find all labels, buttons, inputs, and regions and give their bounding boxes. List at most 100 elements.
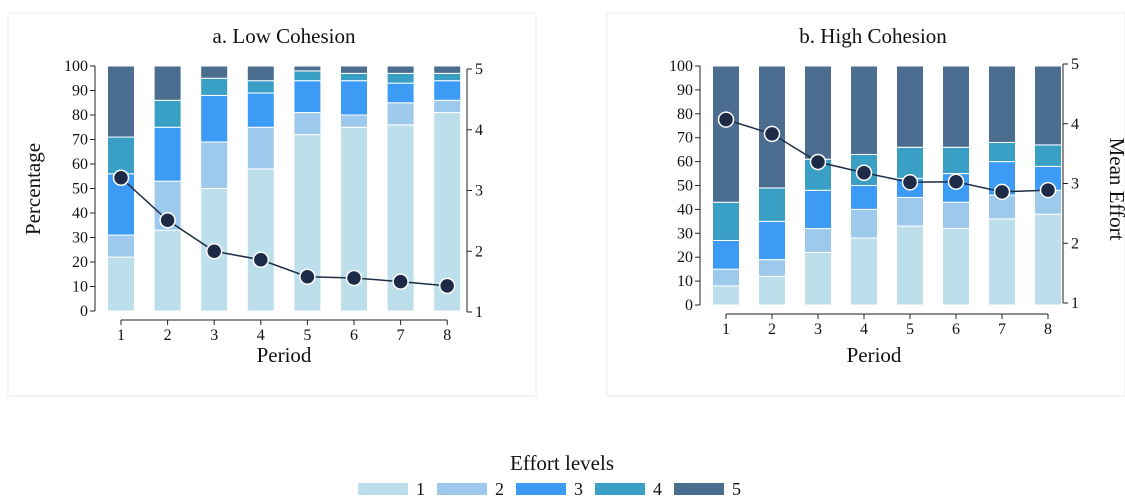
panel-a-xlabel: Period xyxy=(257,343,312,367)
panel-a-bar-p3-level4 xyxy=(200,77,229,96)
panel-a-bar-p8-level2 xyxy=(433,99,462,114)
panel-a-y-tick-label: 30 xyxy=(72,230,88,247)
panel-a-bar-p4-level2 xyxy=(246,126,275,170)
panel-a-x-tick-label: 2 xyxy=(164,327,172,344)
panel-a-bar-p8-level5 xyxy=(433,65,462,74)
panel-b-bar-p8-level5 xyxy=(1034,65,1062,146)
panel-a-bar-p1-level1 xyxy=(107,256,135,312)
panel-b-x-tick-label: 8 xyxy=(1044,321,1052,338)
panel-a-bar-p7-level3 xyxy=(386,82,415,104)
panel-a-y2-tick-label: 5 xyxy=(475,61,483,78)
panel-b-y2label: Mean Effort xyxy=(1105,138,1125,241)
panel-b-xlabel: Period xyxy=(847,343,902,367)
panel-a-bar-p8-level4 xyxy=(433,72,462,82)
panel-a-bar-p2-level5 xyxy=(153,65,182,101)
panel-b-bar-p2-level1 xyxy=(758,275,786,306)
panel-b-x-tick-label: 1 xyxy=(722,321,730,338)
panel-a-x-tick-label: 5 xyxy=(303,327,311,344)
legend-label-level5: 5 xyxy=(732,479,741,497)
panel-a-bar-p2-level4 xyxy=(153,99,182,128)
panel-b-bar-p3-level5 xyxy=(804,65,832,160)
panel-b-bar-p1-level2 xyxy=(712,268,740,287)
panel-a-y-tick-label: 60 xyxy=(72,156,88,173)
panel-b-bar-p5-level5 xyxy=(896,65,924,148)
panel-a-y2-tick-label: 2 xyxy=(475,243,483,260)
panel-b-x-tick-label: 6 xyxy=(952,321,960,338)
panel-b-y2-tick-label: 2 xyxy=(1071,235,1079,252)
panel-a-bar-p4-level3 xyxy=(246,92,275,128)
legend-label-level3: 3 xyxy=(574,479,583,497)
panel-a-x-tick-label: 7 xyxy=(397,327,405,344)
panel-a-y-tick-label: 20 xyxy=(72,254,88,271)
panel-a-x-tick-label: 4 xyxy=(257,327,265,344)
panel-a-y-tick-label: 90 xyxy=(72,83,88,100)
panel-a-y2-tick-label: 1 xyxy=(475,304,483,321)
panel-b-bar-p3-level2 xyxy=(804,228,832,253)
panel-a-y-tick-label: 50 xyxy=(72,181,88,198)
panel-b-y-tick-label: 70 xyxy=(677,130,693,147)
panel-b-y2-tick-label: 4 xyxy=(1071,116,1079,133)
panel-a-x-tick-label: 8 xyxy=(443,327,451,344)
panel-b-bar-p5-level4 xyxy=(896,146,924,179)
panel-b-y-tick-label: 30 xyxy=(677,225,693,242)
legend-swatch-level3 xyxy=(516,483,566,495)
panel-b-bar-p7-level4 xyxy=(988,141,1016,163)
panel-b-bar-p6-level1 xyxy=(942,228,970,306)
legend-swatch-level1 xyxy=(358,483,408,495)
panel-a-bar-p6-level2 xyxy=(340,114,368,128)
panel-b-mean-effort-point-2 xyxy=(763,125,781,143)
legend-swatch-level2 xyxy=(437,483,487,495)
panel-a-bar-p1-level2 xyxy=(107,234,135,258)
panel-a-bar-p1-level5 xyxy=(107,65,135,138)
panel-a-y2-tick-label: 4 xyxy=(475,122,483,139)
panel-b-y-tick-label: 40 xyxy=(677,201,693,218)
panel-b-bar-p7-level5 xyxy=(988,65,1016,143)
panel-b-bar-p5-level2 xyxy=(896,196,924,227)
panel-a-bar-p5-level5 xyxy=(293,65,322,72)
panel-b-mean-effort-point-3 xyxy=(809,153,827,171)
panel-b-bar-p6-level2 xyxy=(942,201,970,230)
panel-b-bar-p7-level1 xyxy=(988,218,1016,306)
panel-a-bar-p1-level4 xyxy=(107,136,135,175)
panel-b-plot: 0 10 20 30 40 50 60 70 80 90 100 1 2 3 4 5 1 2 3 4 5 6 7 8 xyxy=(669,56,1079,338)
legend: 1 2 3 4 5 xyxy=(358,479,741,497)
panel-b-bar-p5-level1 xyxy=(896,225,924,306)
panel-b-bar-p6-level4 xyxy=(942,146,970,175)
panel-b-bar-p1-level4 xyxy=(712,201,740,241)
panel-a-y-tick-label: 70 xyxy=(72,132,88,149)
panel-b-y-tick-label: 10 xyxy=(677,273,693,290)
panel-a-bar-p3-level2 xyxy=(200,141,229,189)
panel-b-x-tick-label: 4 xyxy=(860,321,868,338)
panel-b-x-tick-label: 3 xyxy=(814,321,822,338)
panel-b-bar-p2-level3 xyxy=(758,220,786,261)
panel-a-plot: 0 10 20 30 40 50 60 70 80 90 100 1 2 3 4 5 1 2 3 4 5 6 7 8 xyxy=(64,58,483,344)
panel-b-y2-tick-label: 3 xyxy=(1071,176,1079,193)
panel-b-bar-p2-level4 xyxy=(758,187,786,222)
panel-a-bar-p7-level2 xyxy=(386,102,415,126)
panel-b-bar-p4-level1 xyxy=(850,237,878,306)
panel-b-bar-p8-level4 xyxy=(1034,144,1062,167)
panel-a-y2-tick-label: 3 xyxy=(475,183,483,200)
panel-a-x-tick-label: 1 xyxy=(117,327,125,344)
panel-b-mean-effort-point-5 xyxy=(901,174,919,191)
legend-title: Effort levels xyxy=(510,451,614,475)
panel-b-bar-p4-level5 xyxy=(850,65,878,155)
panel-a-bar-p4-level4 xyxy=(246,80,275,94)
panel-a-bar-p2-level1 xyxy=(153,229,182,312)
panel-b-mean-effort-point-1 xyxy=(717,111,735,128)
panel-a-mean-effort-point-1 xyxy=(112,169,130,186)
panel-a-bar-p4-level5 xyxy=(246,65,275,82)
panel-b-y-tick-label: 80 xyxy=(677,106,693,123)
panel-a-mean-effort-point-8 xyxy=(438,277,456,295)
legend-label-level2: 2 xyxy=(495,479,504,497)
panel-b-bar-p6-level5 xyxy=(942,65,970,148)
panel-a-ylabel: Percentage xyxy=(21,143,45,235)
panel-b-y-tick-label: 60 xyxy=(677,154,693,171)
panel-b-title: b. High Cohesion xyxy=(799,24,947,48)
panel-a-bar-p3-level3 xyxy=(200,94,229,143)
panel-a-bar-p6-level5 xyxy=(340,65,368,74)
panel-b-bar-p2-level2 xyxy=(758,259,786,277)
panel-a-mean-effort-point-7 xyxy=(392,273,409,290)
legend-swatch-level5 xyxy=(674,483,724,495)
